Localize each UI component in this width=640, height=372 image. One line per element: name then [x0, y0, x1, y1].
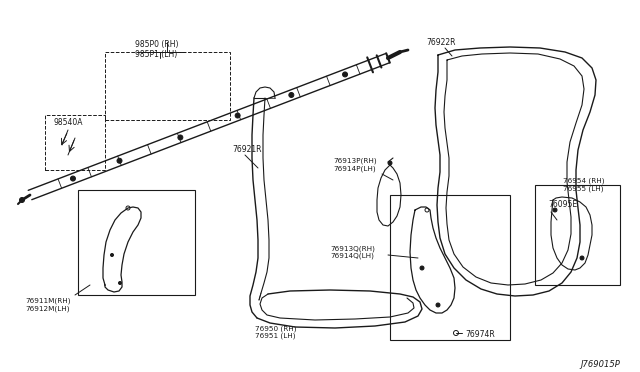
Circle shape	[117, 158, 122, 163]
Bar	[45, 115, 105, 170]
Circle shape	[420, 266, 424, 270]
Bar	[390, 195, 510, 340]
Circle shape	[19, 198, 24, 202]
Circle shape	[342, 72, 348, 77]
Bar	[78, 190, 195, 295]
Circle shape	[436, 303, 440, 307]
Text: 76095E: 76095E	[548, 200, 577, 209]
Text: 76913P(RH)
76914P(LH): 76913P(RH) 76914P(LH)	[333, 158, 376, 172]
Circle shape	[126, 206, 130, 210]
Text: 76911M(RH)
76912M(LH): 76911M(RH) 76912M(LH)	[25, 298, 70, 312]
Text: 76974R: 76974R	[465, 330, 495, 339]
Bar	[535, 185, 620, 285]
Circle shape	[425, 208, 429, 212]
Circle shape	[118, 282, 122, 285]
Circle shape	[388, 161, 392, 165]
Circle shape	[553, 208, 557, 212]
Text: 76954 (RH)
76955 (LH): 76954 (RH) 76955 (LH)	[563, 178, 605, 192]
Bar	[105, 52, 230, 120]
Text: 98540A: 98540A	[54, 118, 83, 127]
Circle shape	[289, 93, 294, 97]
Text: 76921R: 76921R	[232, 145, 262, 154]
Circle shape	[111, 253, 113, 257]
Circle shape	[70, 176, 76, 181]
Text: J769015P: J769015P	[580, 360, 620, 369]
Circle shape	[235, 113, 240, 118]
Text: 76922R: 76922R	[426, 38, 456, 47]
Text: 76913Q(RH)
76914Q(LH): 76913Q(RH) 76914Q(LH)	[330, 245, 375, 259]
Circle shape	[454, 330, 458, 336]
Text: 985P0 (RH)
985P1 (LH): 985P0 (RH) 985P1 (LH)	[135, 40, 179, 60]
Circle shape	[178, 135, 183, 140]
Text: 76950 (RH)
76951 (LH): 76950 (RH) 76951 (LH)	[255, 325, 296, 339]
Circle shape	[580, 256, 584, 260]
